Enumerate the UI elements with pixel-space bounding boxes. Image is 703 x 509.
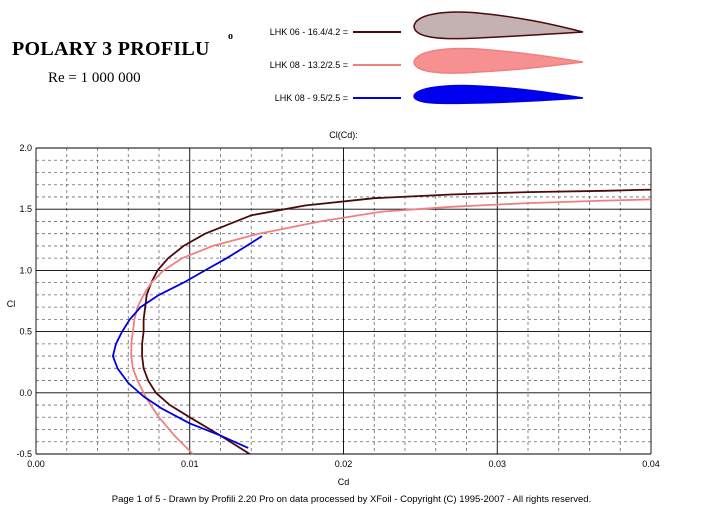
x-tick-label: 0.03: [488, 459, 506, 469]
y-tick-label: 0.5: [19, 327, 32, 337]
y-tick-label: -0.5: [16, 449, 32, 459]
medium-profile-icon: [413, 47, 584, 74]
legend-label-2: LHK 08 - 13.2/2.5 =: [270, 60, 348, 70]
series-line-2: [130, 198, 652, 455]
reynolds-number: Re = 1 000 000: [48, 70, 141, 86]
legend-label-3: LHK 08 - 9.5/2.5 =: [275, 93, 348, 103]
title-superscript: o: [228, 31, 233, 42]
y-tick-label: 2.0: [19, 143, 32, 153]
x-tick-label: 0.04: [642, 459, 660, 469]
chart-title: Cl(Cd):: [329, 130, 358, 140]
thin-profile-icon: [413, 84, 584, 105]
series-line-1: [141, 188, 652, 455]
y-tick-label: 1.5: [19, 204, 32, 214]
footer-credits: Page 1 of 5 - Drawn by Profili 2.20 Pro …: [111, 494, 592, 505]
x-tick-label: 0.00: [27, 459, 45, 469]
y-axis-label: Cl: [7, 299, 16, 309]
thick-profile-icon: [413, 11, 584, 40]
x-tick-label: 0.02: [335, 459, 353, 469]
y-tick-label: 1.0: [19, 265, 32, 275]
y-tick-label: 0.0: [19, 388, 32, 398]
x-axis-label: Cd: [338, 477, 350, 487]
legend-label-1: LHK 06 - 16.4/4.2 =: [270, 27, 348, 37]
x-tick-label: 0.01: [181, 459, 199, 469]
series-line-3: [112, 235, 263, 449]
chart-main-title: POLARY 3 PROFILU: [12, 38, 210, 60]
